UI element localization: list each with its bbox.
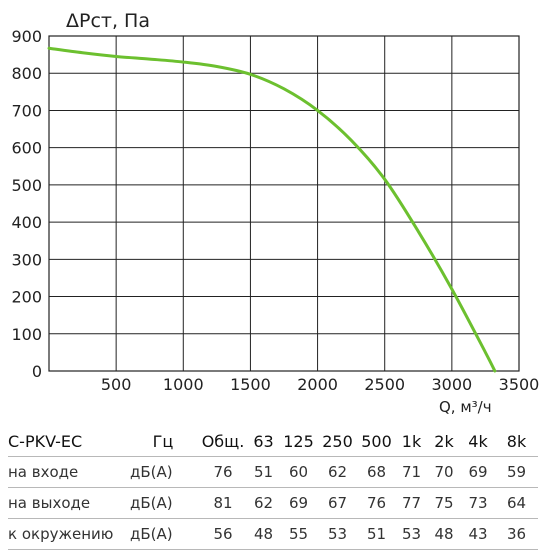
table-cell: 48 (427, 518, 461, 550)
table-cell: 67 (318, 487, 357, 519)
y-tick-label: 200 (11, 288, 42, 307)
header-500: 500 (357, 426, 396, 457)
table-cell: 36 (495, 518, 538, 550)
x-tick-label: 1500 (230, 375, 271, 394)
table-cell: 62 (248, 487, 279, 519)
table-cell: 60 (279, 456, 318, 488)
table-cell: 55 (279, 518, 318, 550)
table-cell: 69 (461, 456, 495, 488)
header-8k: 8k (495, 426, 538, 457)
y-tick-label: 800 (11, 64, 42, 83)
y-tick-label: 400 (11, 213, 42, 232)
table-cell: 75 (427, 487, 461, 519)
table-cell: 59 (495, 456, 538, 488)
series-line (47, 46, 497, 373)
row-label: на выходе (8, 487, 128, 519)
table-cell: 51 (357, 518, 396, 550)
table-cell: 43 (461, 518, 495, 550)
table-row: к окружению дБ(A) 56 48 55 53 51 53 48 4… (8, 518, 538, 550)
table-cell: 81 (198, 487, 248, 519)
y-tick-label: 0 (32, 362, 42, 381)
plot-frame (48, 35, 520, 372)
x-tick-label: 500 (101, 375, 132, 394)
header-4k: 4k (461, 426, 495, 457)
y-tick-label: 500 (11, 176, 42, 195)
noise-table: C-PKV-EC Гц Общ. 63 125 250 500 1k 2k 4k… (8, 426, 538, 550)
noise-table-header: C-PKV-EC Гц Общ. 63 125 250 500 1k 2k 4k… (8, 426, 538, 457)
y-tick-label: 900 (11, 27, 42, 46)
x-axis-title: Q, м³/ч (439, 398, 492, 416)
x-tick-label: 3000 (431, 375, 472, 394)
table-cell: 73 (461, 487, 495, 519)
table-cell: 53 (318, 518, 357, 550)
row-label: на входе (8, 456, 128, 488)
y-tick-label: 300 (11, 250, 42, 269)
table-cell: 69 (279, 487, 318, 519)
table-cell: 77 (396, 487, 427, 519)
curve-layer (47, 46, 497, 373)
row-unit: дБ(A) (128, 456, 198, 488)
table-cell: 53 (396, 518, 427, 550)
y-axis-title: ΔPст, Па (66, 10, 150, 32)
grid (48, 35, 520, 372)
pressure-flow-chart: 500 1000 1500 2000 2500 3000 3500 0 100 200 300 400… (11, 10, 539, 416)
x-tick-label: 1000 (163, 375, 204, 394)
y-tick-label: 100 (11, 325, 42, 344)
table-cell: 76 (357, 487, 396, 519)
row-unit: дБ(A) (128, 518, 198, 550)
y-tick-label: 700 (11, 101, 42, 120)
table-cell: 71 (396, 456, 427, 488)
y-tick-label: 600 (11, 139, 42, 158)
table-cell: 56 (198, 518, 248, 550)
table-cell: 51 (248, 456, 279, 488)
header-2k: 2k (427, 426, 461, 457)
header-63: 63 (248, 426, 279, 457)
table-row: на выходе дБ(A) 81 62 69 67 76 77 75 73 … (8, 487, 538, 519)
x-tick-label: 2500 (364, 375, 405, 394)
noise-table-title: C-PKV-EC (8, 426, 128, 457)
x-tick-label: 3500 (499, 375, 540, 394)
table-row: на входе дБ(A) 76 51 60 62 68 71 70 69 5… (8, 456, 538, 488)
row-label: к окружению (8, 518, 128, 550)
header-total: Общ. (198, 426, 248, 457)
header-125: 125 (279, 426, 318, 457)
table-cell: 62 (318, 456, 357, 488)
row-unit: дБ(A) (128, 487, 198, 519)
x-tick-label: 2000 (297, 375, 338, 394)
header-250: 250 (318, 426, 357, 457)
table-cell: 70 (427, 456, 461, 488)
table-cell: 68 (357, 456, 396, 488)
table-cell: 64 (495, 487, 538, 519)
tick-labels: 500 1000 1500 2000 2500 3000 3500 0 100 200 300 400… (11, 27, 539, 394)
header-unit: Гц (128, 426, 198, 457)
table-cell: 76 (198, 456, 248, 488)
header-1k: 1k (396, 426, 427, 457)
table-cell: 48 (248, 518, 279, 550)
